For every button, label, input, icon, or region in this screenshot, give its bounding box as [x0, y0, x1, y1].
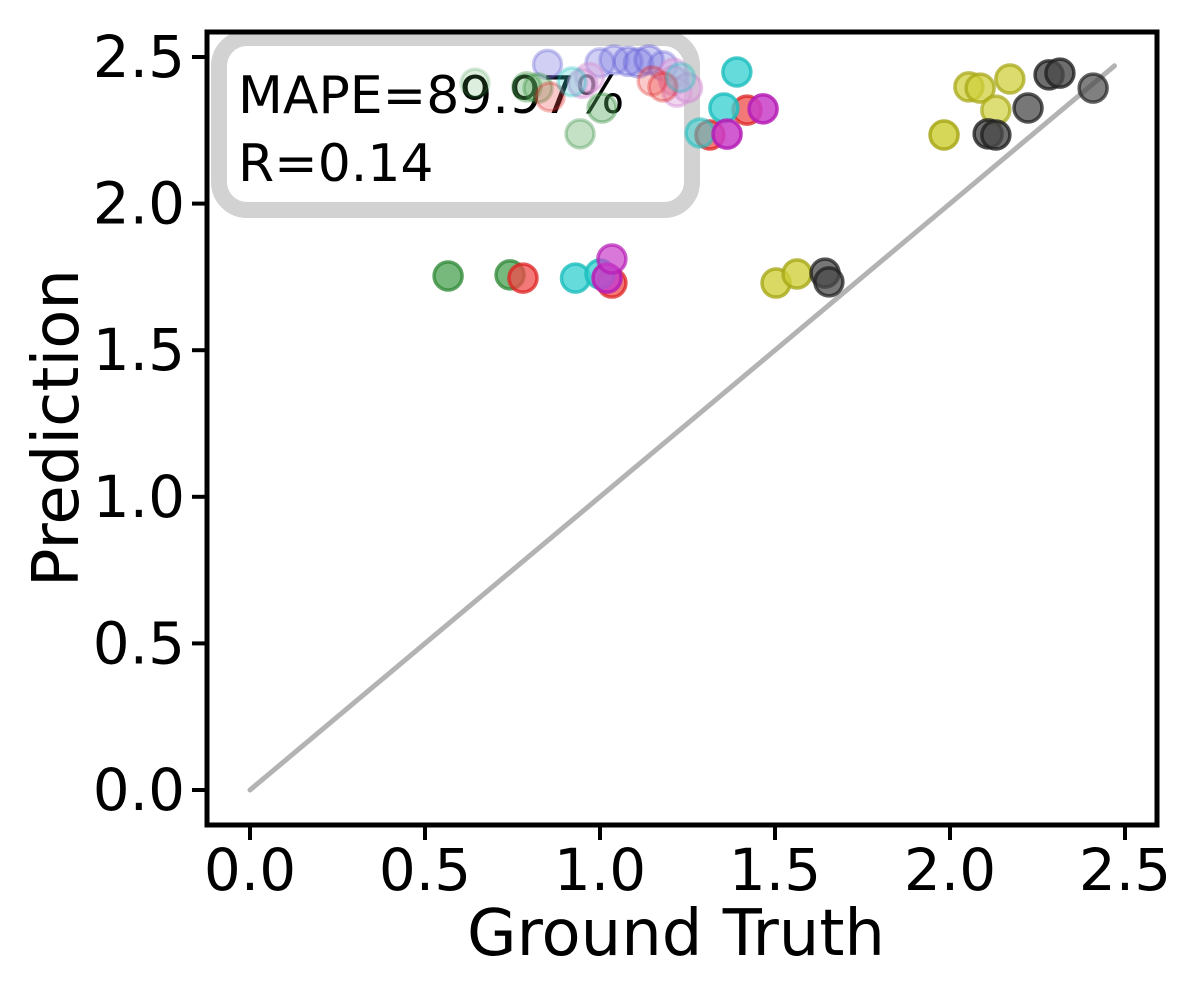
data-point [994, 63, 1026, 95]
data-point [1044, 57, 1076, 89]
x-tick-label: 1.5 [729, 836, 821, 904]
annotation-r-text: R=0.14 [238, 134, 433, 194]
x-tick-label: 0.5 [379, 836, 471, 904]
y-tick-label: 2.0 [93, 170, 185, 238]
data-point [596, 243, 628, 275]
data-point [598, 44, 630, 76]
series-plum [566, 57, 704, 108]
data-point [781, 258, 813, 290]
y-tick-label: 1.0 [93, 463, 185, 531]
data-point [432, 260, 464, 292]
x-tick-label: 1.0 [554, 836, 646, 904]
data-point [636, 65, 668, 97]
y-axis-label: Prediction [20, 269, 94, 587]
identity-line-layer [247, 63, 1117, 793]
axes-layer: 0.0 0.5 1.0 1.5 2.0 2.5 0.0 0.5 1.0 1.5 2.0 2.5 Gro… [20, 23, 1171, 971]
data-point [459, 67, 491, 99]
data-point [708, 92, 740, 124]
x-tick-label: 2.0 [904, 836, 996, 904]
data-point [721, 56, 753, 88]
plot-frame [204, 29, 1160, 828]
series-yellow [760, 63, 1026, 299]
data-point [671, 72, 704, 104]
data-point [980, 119, 1012, 151]
y-tick-label: 0.0 [93, 756, 185, 824]
data-point [711, 118, 743, 150]
data-point [573, 61, 606, 94]
data-point [531, 48, 564, 81]
data-point [964, 72, 996, 104]
data-point [586, 92, 618, 124]
data-point [1077, 72, 1109, 104]
data-point [507, 262, 539, 294]
data-point [564, 118, 596, 150]
data-point [622, 47, 655, 79]
data-point [584, 47, 616, 79]
y-tick-label: 2.5 [93, 23, 185, 91]
data-point [747, 93, 779, 125]
data-point [612, 45, 644, 78]
series-blue [531, 44, 679, 82]
data-point [556, 66, 588, 98]
data-point [534, 81, 566, 113]
y-tick-label: 1.5 [93, 316, 185, 384]
y-tick-label: 0.5 [93, 609, 185, 677]
data-point [647, 71, 679, 103]
data-point [684, 117, 716, 149]
series-black [809, 57, 1109, 298]
tick-marks-and-labels: 0.0 0.5 1.0 1.5 2.0 2.5 0.0 0.5 1.0 1.5 2.0 2.5 [93, 23, 1171, 904]
annotation-mape-text: MAPE=89.97% [238, 66, 625, 126]
x-axis-label: Ground Truth [467, 897, 885, 971]
data-point [522, 72, 554, 104]
data-point [664, 61, 697, 94]
identity-line [247, 63, 1117, 793]
data-point [633, 44, 665, 76]
series-green [432, 67, 618, 292]
series-magenta [591, 93, 779, 294]
x-tick-label: 0.0 [204, 836, 296, 904]
x-tick-label: 2.5 [1079, 836, 1171, 904]
data-point [566, 67, 599, 100]
data-point [1012, 92, 1044, 124]
data-point [928, 119, 960, 151]
data-point [511, 71, 543, 103]
data-point [813, 266, 845, 298]
scatter-points [432, 44, 1109, 299]
